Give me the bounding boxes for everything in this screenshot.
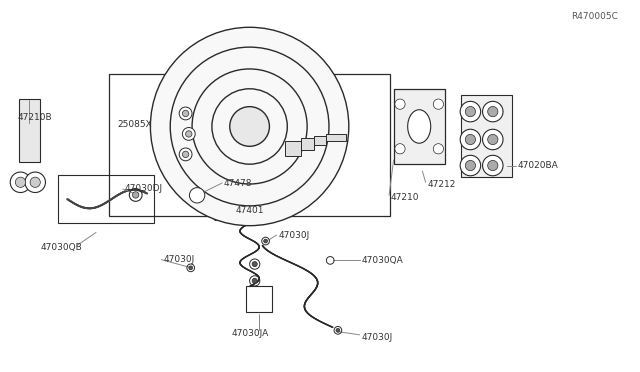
Text: R470005C: R470005C [571, 12, 618, 21]
Text: 47030J: 47030J [163, 255, 195, 264]
Bar [461, 95, 512, 177]
Circle shape [465, 134, 476, 145]
Text: 47030J: 47030J [362, 333, 393, 342]
Circle shape [182, 110, 189, 117]
Circle shape [465, 160, 476, 171]
Circle shape [433, 99, 444, 109]
Circle shape [179, 148, 192, 161]
Text: 47030QA: 47030QA [362, 256, 403, 265]
Circle shape [395, 144, 405, 154]
Text: 47030J: 47030J [278, 231, 310, 240]
Circle shape [264, 239, 268, 243]
Text: 47210B: 47210B [18, 113, 52, 122]
Bar [19, 99, 40, 162]
Circle shape [182, 151, 189, 158]
Bar [314, 136, 326, 145]
Bar [394, 89, 445, 164]
Circle shape [10, 172, 31, 193]
Circle shape [460, 155, 481, 176]
Bar [285, 141, 301, 156]
Text: 47401: 47401 [236, 206, 264, 215]
Text: 47210: 47210 [390, 193, 419, 202]
Bar [326, 134, 346, 141]
Text: 47020BA: 47020BA [517, 161, 558, 170]
Bar [109, 74, 390, 216]
Text: 47030JA: 47030JA [232, 329, 269, 338]
Circle shape [465, 106, 476, 117]
Circle shape [230, 107, 269, 146]
Circle shape [179, 107, 192, 120]
Circle shape [252, 262, 257, 267]
Circle shape [336, 328, 340, 332]
Circle shape [189, 266, 193, 270]
Circle shape [483, 129, 503, 150]
Circle shape [150, 27, 349, 226]
Bar [246, 286, 272, 312]
Circle shape [460, 129, 481, 150]
Circle shape [182, 128, 195, 140]
Circle shape [460, 101, 481, 122]
Ellipse shape [408, 110, 431, 143]
Text: 47030DJ: 47030DJ [125, 185, 163, 193]
Circle shape [488, 134, 498, 145]
Text: 47212: 47212 [428, 180, 456, 189]
Circle shape [395, 99, 405, 109]
Circle shape [483, 155, 503, 176]
Circle shape [186, 131, 192, 137]
Bar [301, 138, 314, 150]
Text: 47478: 47478 [224, 179, 253, 187]
Circle shape [132, 192, 139, 198]
Circle shape [252, 278, 257, 283]
Circle shape [488, 160, 498, 171]
Circle shape [25, 172, 45, 193]
Text: 47030QB: 47030QB [41, 243, 83, 252]
Circle shape [483, 101, 503, 122]
Circle shape [30, 177, 40, 187]
Bar [58, 175, 154, 223]
Circle shape [189, 187, 205, 203]
Circle shape [488, 106, 498, 117]
Circle shape [433, 144, 444, 154]
Circle shape [15, 177, 26, 187]
Text: 25085X: 25085X [117, 120, 152, 129]
